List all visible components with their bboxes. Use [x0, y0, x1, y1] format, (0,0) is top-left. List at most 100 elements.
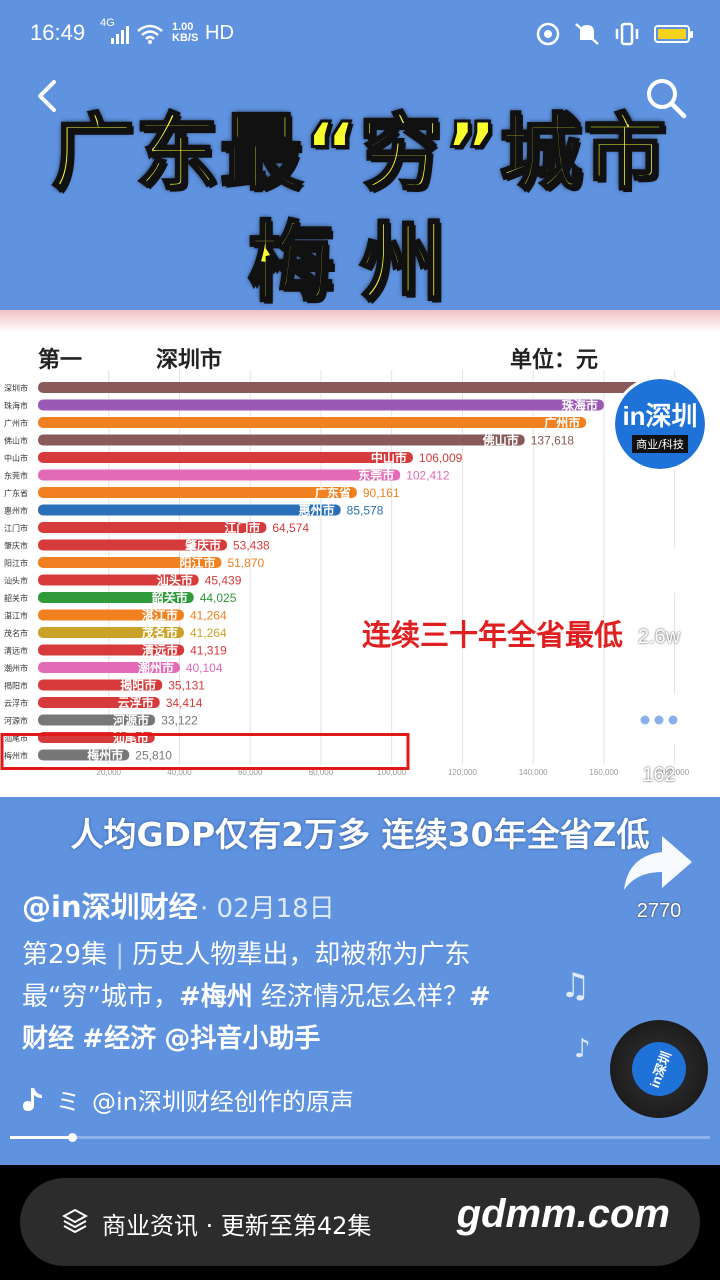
bar-value-label: 35,131 [168, 679, 205, 693]
bar [38, 627, 184, 638]
music-disc[interactable]: in深圳 [610, 1020, 708, 1118]
x-tick-label: 180,000 [660, 768, 689, 777]
x-tick-label: 100,000 [377, 768, 406, 777]
bar-city-label: 河源市 [112, 713, 149, 728]
like-count: 2.6w [637, 626, 681, 648]
like-heart-icon[interactable] [622, 545, 696, 611]
net-speed: 1.00 KB/S [172, 21, 199, 44]
x-tick-label: 160,000 [589, 768, 618, 777]
bar-value-label: 41,264 [190, 609, 227, 623]
bar [38, 452, 413, 463]
category-label: 肇庆市 [4, 541, 28, 551]
highlight-box [0, 733, 410, 770]
author-name[interactable]: @in深圳财经 [22, 890, 198, 924]
status-time: 16:49 [30, 20, 86, 45]
bar [38, 714, 156, 726]
bar [38, 399, 604, 411]
series-text: 商业资讯 · 更新至第42集 [102, 1212, 372, 1240]
video-progress-bar[interactable] [10, 1133, 710, 1142]
category-label: 揭阳市 [4, 681, 28, 691]
bar-city-label: 江门市 [224, 520, 260, 535]
x-tick-label: 20,000 [97, 768, 122, 777]
bar [38, 487, 357, 498]
category-label: 梅州市 [4, 751, 28, 761]
vibrate-icon [615, 22, 639, 46]
bar [38, 679, 163, 691]
category-label: 广东省 [4, 488, 28, 498]
category-label: 深圳市 [4, 383, 28, 393]
comment-icon[interactable] [622, 688, 696, 756]
status-bar: 16:49 4G 1.00 KB/S HD [0, 0, 720, 70]
bar [38, 592, 194, 603]
author-avatar[interactable]: in深圳 商业/科技 [612, 376, 708, 472]
caption-text-2: 经济情况怎么样？ [252, 982, 470, 1012]
back-arrow-icon[interactable] [30, 78, 66, 114]
share-icon[interactable] [622, 832, 694, 894]
post-date: · 02月18日 [200, 894, 335, 924]
bar [38, 557, 222, 568]
bar-value-label: 25,810 [135, 749, 172, 763]
bar [38, 574, 199, 586]
category-label: 广州市 [4, 418, 28, 428]
status-right [536, 22, 693, 46]
hashtag-economy[interactable]: #经济 [82, 1024, 157, 1054]
watermark: gdmm.com [456, 1192, 670, 1236]
bar-city-label: 潮州市 [138, 660, 174, 675]
bar-city-label: 湛江市 [142, 608, 178, 623]
bar-city-label: 肇庆市 [185, 538, 221, 553]
music-prefix: ミ [56, 1088, 80, 1116]
bar-city-label: 汕尾市 [113, 730, 149, 745]
bar-city-label: 广州市 [544, 415, 580, 430]
bar [38, 522, 267, 533]
hashtag-finance[interactable]: #财经 [22, 982, 491, 1054]
hd-indicator: HD [205, 22, 234, 44]
caption-text-1: 历史人物辈出，却被称为广东最“穷”城市， [22, 940, 471, 1012]
gdp-chart: 20,000 40,000 60,000 80,000 100,000 120,000 14… [0, 310, 720, 797]
bar [38, 417, 587, 428]
music-title: @in深圳财经创作的原声 [92, 1088, 354, 1116]
bar-value-label: 137,618 [531, 434, 575, 448]
avatar-sub-text: 商业/科技 [632, 434, 688, 453]
disc-label: in深圳 [624, 1034, 694, 1104]
signal-icon [111, 26, 129, 44]
caption-episode[interactable]: 第29集 [22, 940, 108, 970]
video-caption[interactable]: 第29集 | 历史人物辈出，却被称为广东最“穷”城市，#梅州 经济情况怎么样？#… [22, 940, 491, 1054]
bar-value-label: 45,439 [205, 574, 242, 588]
bar-city-label: 韶关市 [152, 590, 188, 605]
bar-city-label: 广东省 [315, 485, 351, 500]
category-label: 河源市 [4, 716, 28, 726]
mention-helper[interactable]: @抖音小助手 [164, 1024, 321, 1054]
music-row[interactable]: ミ @in深圳财经创作的原声 [22, 1082, 452, 1117]
bar-city-label: 佛山市 [482, 433, 519, 448]
category-label: 佛山市 [4, 436, 28, 446]
bar-value-label: 41,264 [190, 626, 227, 640]
share-count: 2770 [636, 900, 682, 922]
bar [38, 504, 341, 516]
bar-city-label: 云浮市 [118, 695, 154, 710]
search-icon[interactable] [644, 76, 688, 120]
category-label: 东莞市 [4, 471, 28, 481]
category-label: 茂名市 [4, 628, 28, 638]
x-tick-label: 60,000 [238, 768, 263, 777]
bar-city-label: 阳江市 [179, 555, 215, 570]
bar [38, 697, 160, 708]
mute-icon [575, 23, 599, 45]
bar-value-label: 51,870 [227, 556, 264, 570]
bar-city-label: 中山市 [371, 450, 407, 465]
bar-city-label: 惠州市 [299, 503, 335, 518]
bar-value-label: 106,009 [419, 451, 463, 465]
category-label: 潮州市 [4, 663, 28, 673]
category-label: 韶关市 [4, 593, 28, 603]
bar-value-label: 40,104 [186, 661, 223, 675]
avatar-main-text: in深圳 [622, 400, 698, 431]
category-label: 珠海市 [4, 401, 28, 411]
video-screen[interactable]: 16:49 4G 1.00 KB/S HD 广东最“穷”城市 梅州 20 [0, 0, 720, 1165]
series-bar[interactable]: 商业资讯 · 更新至第42集 gdmm.com [20, 1178, 700, 1266]
bar-value-label: 102,412 [406, 469, 450, 483]
bar [38, 434, 525, 446]
bar-value-label: 85,578 [347, 504, 384, 518]
chart-unit-label: 单位：元 [510, 348, 599, 373]
bar [38, 749, 130, 761]
bar-value-label: 53,438 [233, 539, 270, 553]
hashtag-meizhou[interactable]: #梅州 [178, 982, 253, 1012]
